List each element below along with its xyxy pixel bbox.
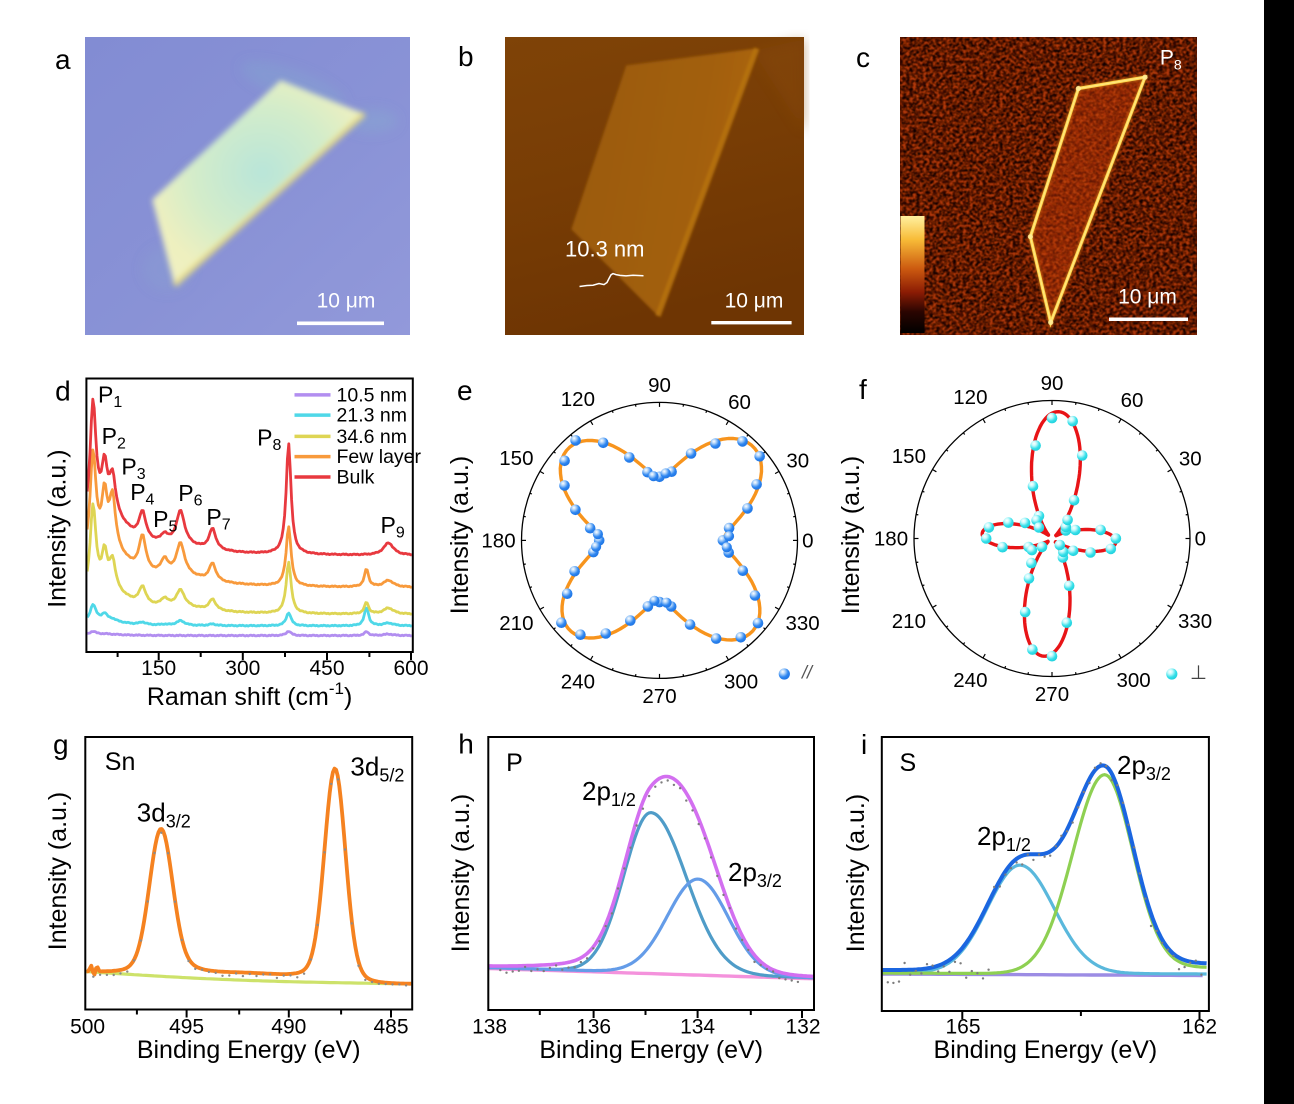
svg-text:10.3 nm: 10.3 nm [565,237,645,262]
svg-text:P4: P4 [130,479,154,509]
svg-text:330: 330 [1178,610,1212,633]
svg-text:P3: P3 [121,454,145,484]
svg-text:Binding Energy (eV): Binding Energy (eV) [934,1036,1158,1064]
svg-text:2p3/2: 2p3/2 [728,857,782,891]
svg-text:Few layer: Few layer [337,446,422,468]
svg-text:0: 0 [1195,528,1206,551]
svg-text:162: 162 [1182,1016,1217,1039]
svg-text:34.6 nm: 34.6 nm [337,426,407,448]
svg-text:Intensity (a.u.): Intensity (a.u.) [447,794,475,952]
svg-text:g: g [53,729,69,760]
svg-text:60: 60 [1121,389,1144,412]
svg-text:138: 138 [472,1016,507,1039]
svg-text:270: 270 [642,685,676,708]
svg-text:P: P [506,749,523,777]
svg-text:P2: P2 [102,423,126,453]
svg-text:2p3/2: 2p3/2 [1117,750,1171,784]
svg-text:600: 600 [393,657,428,680]
svg-text:120: 120 [953,386,987,409]
svg-text:h: h [458,729,474,760]
svg-text:P8: P8 [257,424,281,454]
svg-text:Sn: Sn [105,748,136,776]
svg-text:2p1/2: 2p1/2 [582,776,636,810]
svg-text:P5: P5 [153,506,177,536]
svg-text:d: d [55,375,71,406]
svg-text:21.3 nm: 21.3 nm [337,405,407,427]
svg-text:e: e [457,375,473,406]
svg-text:Intensity (a.u.): Intensity (a.u.) [44,449,72,607]
svg-text:0: 0 [802,529,813,552]
svg-text:10 μm: 10 μm [1118,285,1177,308]
svg-text:P9: P9 [381,512,405,542]
svg-text:132: 132 [785,1016,820,1039]
svg-text:S: S [900,749,917,777]
svg-text:a: a [55,44,71,75]
svg-text:165: 165 [945,1016,980,1039]
svg-text:2p1/2: 2p1/2 [977,821,1031,855]
svg-text:300: 300 [1116,669,1150,692]
svg-text:450: 450 [309,657,344,680]
svg-text:30: 30 [1179,448,1202,471]
svg-text:3d3/2: 3d3/2 [137,797,191,831]
svg-text:485: 485 [373,1016,408,1039]
svg-text:90: 90 [648,374,671,397]
svg-text:90: 90 [1041,372,1064,395]
svg-text:10 μm: 10 μm [317,290,376,313]
svg-text:Bulk: Bulk [337,467,375,489]
svg-text:134: 134 [680,1016,715,1039]
svg-text:Intensity (a.u.): Intensity (a.u.) [842,794,870,952]
svg-text:150: 150 [892,445,926,468]
svg-text:210: 210 [892,610,926,633]
svg-text:Binding Energy (eV): Binding Energy (eV) [137,1036,361,1064]
svg-text:330: 330 [785,612,819,635]
svg-text:270: 270 [1035,683,1069,706]
svg-text:Binding Energy (eV): Binding Energy (eV) [539,1036,763,1064]
svg-text:60: 60 [728,391,751,414]
svg-text:180: 180 [481,529,515,552]
svg-text:30: 30 [786,450,809,473]
svg-text:300: 300 [225,657,260,680]
svg-text:10.5 nm: 10.5 nm [337,384,407,406]
svg-text:f: f [859,374,867,405]
svg-text:Intensity (a.u.): Intensity (a.u.) [837,456,865,614]
svg-text:150: 150 [141,657,176,680]
svg-text:240: 240 [561,671,595,694]
svg-text:Intensity (a.u.): Intensity (a.u.) [44,792,72,950]
svg-text:Raman shift (cm-1): Raman shift (cm-1) [147,679,352,711]
svg-text:10 μm: 10 μm [725,290,784,313]
svg-text:P1: P1 [98,382,122,412]
svg-text:136: 136 [576,1016,611,1039]
svg-text:210: 210 [499,612,533,635]
svg-text:120: 120 [561,388,595,411]
svg-text:500: 500 [70,1016,105,1039]
svg-text:⊥: ⊥ [1190,662,1207,684]
svg-text://: // [800,663,814,683]
svg-text:495: 495 [169,1016,204,1039]
svg-text:Intensity (a.u.): Intensity (a.u.) [446,456,474,614]
svg-text:P7: P7 [206,504,230,534]
svg-text:3d5/2: 3d5/2 [350,752,404,786]
svg-text:i: i [861,729,867,760]
svg-text:240: 240 [953,669,987,692]
svg-text:b: b [458,41,474,72]
svg-text:490: 490 [271,1016,306,1039]
svg-text:c: c [856,42,870,73]
svg-text:300: 300 [724,671,758,694]
svg-text:P6: P6 [178,480,202,510]
svg-text:150: 150 [499,447,533,470]
svg-text:180: 180 [874,528,908,551]
